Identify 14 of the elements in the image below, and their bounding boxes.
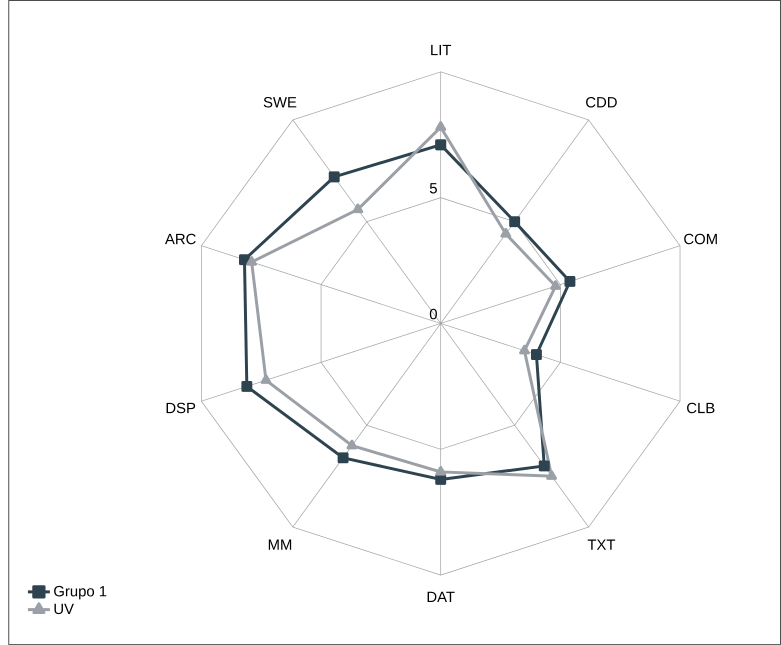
legend-label: UV <box>54 604 74 614</box>
y-tick-label: 0 <box>430 308 437 320</box>
legend-label: Grupo 1 <box>54 586 106 600</box>
spoke-label: MM <box>268 540 292 550</box>
spoke-label: DSP <box>166 402 196 414</box>
spoke-label: ARC <box>164 234 196 244</box>
y-tick-label: 5 <box>430 183 437 194</box>
spoke-label: COM <box>684 234 717 244</box>
spoke-label: CDD <box>586 97 617 108</box>
spoke-label: CLB <box>687 402 714 414</box>
spoke-label: DAT <box>428 592 455 602</box>
spoke-label: TXT <box>588 540 616 550</box>
spoke-label: LIT <box>431 44 452 56</box>
spoke-label: SWE <box>264 97 296 108</box>
